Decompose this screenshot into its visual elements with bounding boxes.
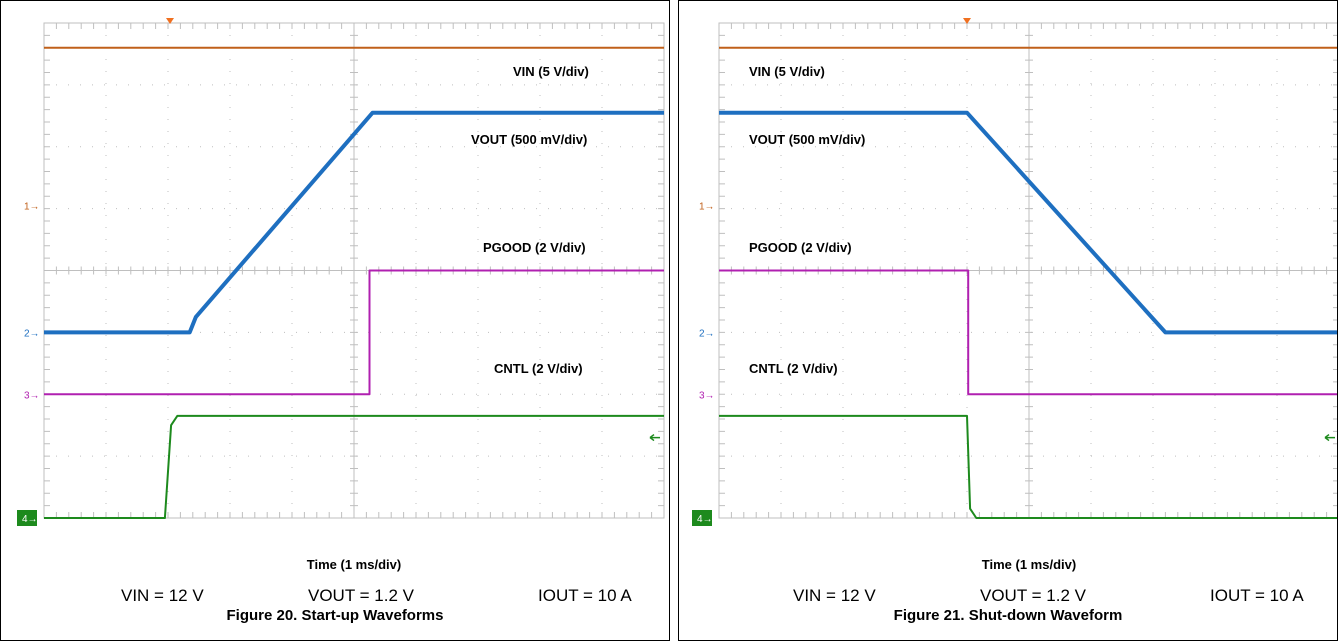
- oscilloscope-plot-shutdown: VIN (5 V/div) VOUT (500 mV/div) PGOOD (2 V…: [692, 18, 1337, 526]
- time-axis-label: Time (1 ms/div): [306, 557, 402, 572]
- oscilloscope-plot-startup: VIN (5 V/div) VOUT (500 mV/div) PGOOD (2 V…: [17, 18, 665, 526]
- trace-cntl: [719, 414, 1337, 519]
- trace-label-pgood: PGOOD (2 V/div): [749, 240, 852, 255]
- trace-label-vin: VIN (5 V/div): [749, 64, 825, 79]
- trace-label-vout: VOUT (500 mV/div): [471, 132, 587, 147]
- condition-vout: VOUT = 1.2 V: [308, 586, 414, 605]
- trace-vout: [719, 110, 1337, 335]
- left-arrow-icon: [1324, 433, 1335, 442]
- trace-label-vin: VIN (5 V/div): [513, 64, 589, 79]
- channel-marker-box: [17, 510, 37, 526]
- condition-iout: IOUT = 10 A: [538, 586, 632, 605]
- figure-21-panel: VIN (5 V/div) VOUT (500 mV/div) PGOOD (2 V…: [678, 0, 1338, 641]
- figure-caption: Figure 21. Shut-down Waveform: [893, 607, 1123, 624]
- left-arrow-icon: [649, 433, 660, 442]
- trigger-marker: [166, 18, 174, 24]
- channel-marker-4: 4→: [697, 514, 713, 525]
- channel-marker-box: [692, 510, 712, 526]
- figure-caption: Figure 20. Start-up Waveforms: [226, 607, 444, 624]
- time-axis-label: Time (1 ms/div): [981, 557, 1077, 572]
- figure-20-panel: VIN (5 V/div) VOUT (500 mV/div) PGOOD (2 V…: [0, 0, 670, 641]
- trace-pgood: [44, 269, 664, 396]
- channel-marker-3: 3→: [699, 390, 715, 401]
- trace-label-pgood: PGOOD (2 V/div): [483, 240, 586, 255]
- trigger-marker: [963, 18, 971, 24]
- condition-vin: VIN = 12 V: [793, 586, 876, 605]
- channel-marker-1: 1→: [24, 202, 40, 213]
- channel-marker-4: 4→: [22, 514, 38, 525]
- trace-label-cntl: CNTL (2 V/div): [494, 361, 583, 376]
- channel-marker-2: 2→: [699, 328, 715, 339]
- channel-marker-3: 3→: [24, 390, 40, 401]
- condition-iout: IOUT = 10 A: [1210, 586, 1304, 605]
- trace-label-cntl: CNTL (2 V/div): [749, 361, 838, 376]
- trace-label-vout: VOUT (500 mV/div): [749, 132, 865, 147]
- condition-vin: VIN = 12 V: [121, 586, 204, 605]
- trace-pgood: [719, 269, 1337, 396]
- channel-marker-1: 1→: [699, 202, 715, 213]
- condition-vout: VOUT = 1.2 V: [980, 586, 1086, 605]
- channel-marker-2: 2→: [24, 328, 40, 339]
- trace-cntl: [44, 414, 664, 519]
- trace-vout: [44, 110, 664, 335]
